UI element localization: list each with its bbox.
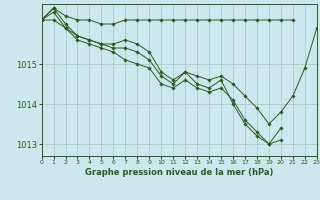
- X-axis label: Graphe pression niveau de la mer (hPa): Graphe pression niveau de la mer (hPa): [85, 168, 273, 177]
